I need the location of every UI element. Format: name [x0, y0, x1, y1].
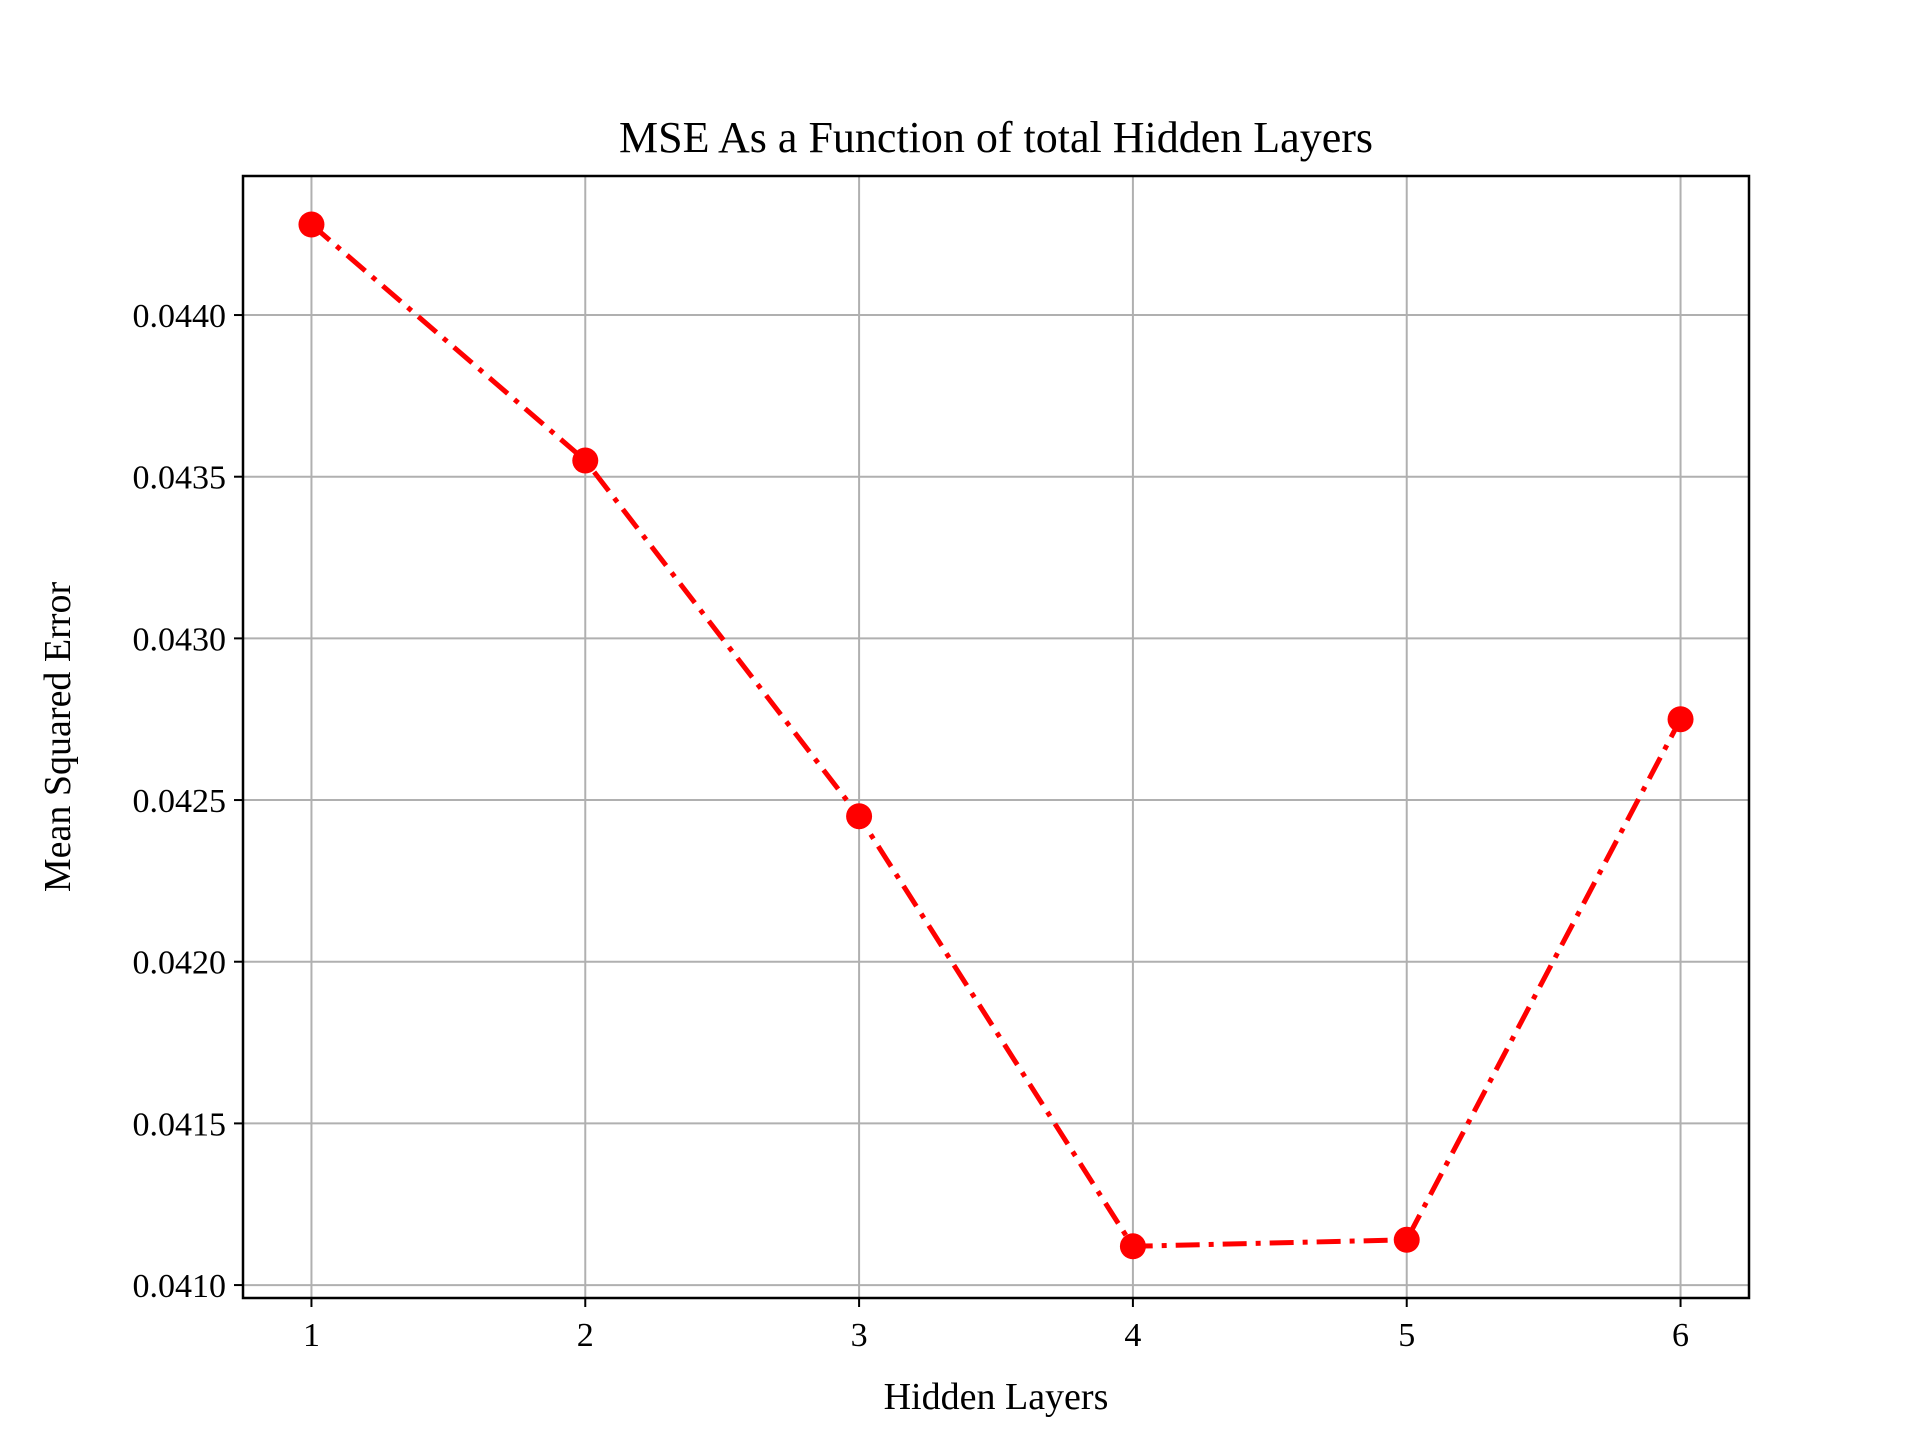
series-line: [309, 222, 1683, 1249]
x-tick-label: 1: [303, 1317, 320, 1354]
data-point: [1119, 1233, 1146, 1260]
y-tick-label: 0.0425: [133, 783, 227, 820]
grid: [243, 176, 1749, 1298]
data-point: [1667, 706, 1694, 733]
plot-frame: [241, 174, 1751, 1300]
x-tick-label: 6: [1672, 1317, 1689, 1354]
y-tick-label: 0.0430: [133, 621, 227, 658]
y-tick-label: 0.0440: [133, 298, 227, 335]
x-tick-label: 5: [1398, 1317, 1415, 1354]
y-tick-label: 0.0415: [133, 1106, 227, 1143]
data-point: [298, 211, 325, 238]
y-tick-label: 0.0435: [133, 460, 227, 497]
ticks: 1 2 3 4 5 6 0.0410 0.0415 0.0420 0.0425 0.0430 0.04…: [133, 298, 1690, 1354]
data-point: [846, 803, 873, 830]
x-axis-label: Hidden Layers: [884, 1376, 1109, 1418]
series-layer: [298, 211, 1694, 1260]
y-tick-label: 0.0420: [133, 945, 227, 982]
x-tick-label: 4: [1124, 1317, 1141, 1354]
data-point: [572, 447, 599, 474]
x-tick-label: 2: [577, 1317, 594, 1354]
data-point: [1393, 1226, 1420, 1253]
y-axis-label: Mean Squared Error: [37, 582, 79, 893]
x-tick-label: 3: [851, 1317, 868, 1354]
y-tick-label: 0.0410: [133, 1268, 227, 1305]
chart-title: MSE As a Function of total Hidden Layers: [619, 113, 1373, 162]
